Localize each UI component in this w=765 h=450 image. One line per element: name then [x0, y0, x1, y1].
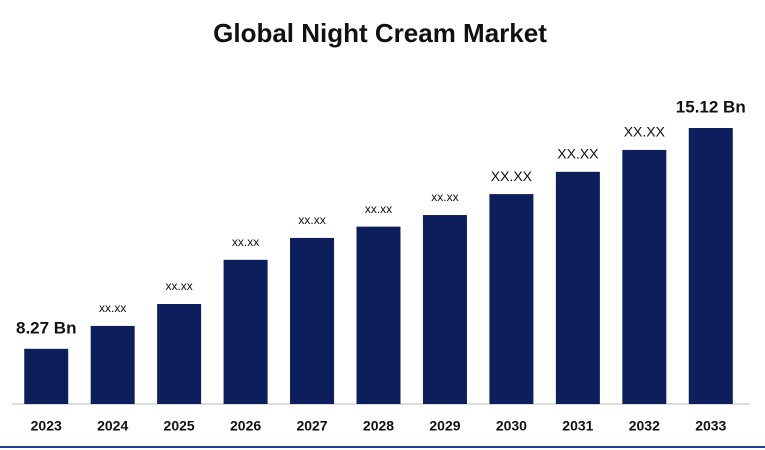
bar	[356, 226, 401, 404]
x-tick-label: 2032	[629, 418, 660, 434]
bar	[223, 259, 268, 404]
x-tick-label: 2030	[496, 418, 527, 434]
x-tick-label: 2026	[230, 418, 261, 434]
x-tick-label: 2028	[363, 418, 394, 434]
x-tick-label: 2024	[97, 418, 128, 434]
value-label: XX.XX	[624, 124, 666, 140]
bar	[157, 303, 202, 404]
value-label: XX.XX	[491, 168, 533, 184]
value-label: XX.XX	[557, 146, 599, 162]
bar	[555, 171, 600, 404]
x-tick-label: 2023	[31, 418, 62, 434]
value-label: xx.xx	[298, 213, 325, 227]
value-label: 15.12 Bn	[676, 97, 746, 116]
x-tick-label: 2025	[164, 418, 195, 434]
value-label: xx.xx	[365, 202, 392, 216]
bar	[290, 237, 335, 404]
x-tick-label: 2031	[562, 418, 593, 434]
bar	[24, 348, 69, 404]
x-tick-label: 2027	[296, 418, 327, 434]
value-label: xx.xx	[165, 279, 192, 293]
bar	[622, 149, 667, 404]
bar	[489, 194, 534, 404]
bar	[422, 215, 467, 404]
chart-title: Global Night Cream Market	[213, 18, 547, 48]
value-label: xx.xx	[232, 235, 259, 249]
x-tick-label: 2033	[695, 418, 726, 434]
bar	[90, 325, 135, 404]
value-label: xx.xx	[99, 301, 126, 315]
x-tick-label: 2029	[429, 418, 460, 434]
value-label: xx.xx	[431, 190, 458, 204]
bar	[688, 128, 733, 404]
value-label: 8.27 Bn	[16, 318, 76, 337]
